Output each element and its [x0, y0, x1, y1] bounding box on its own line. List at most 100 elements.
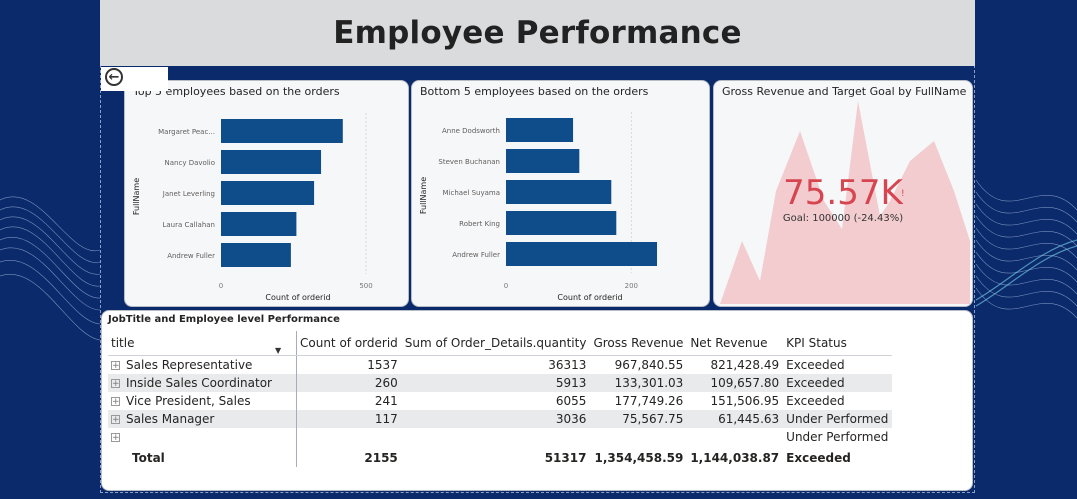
- x-tick-label: 500: [359, 282, 372, 290]
- performance-table-card: JobTitle and Employee level Performance …: [101, 310, 973, 491]
- y-category-label: Laura Callahan: [162, 221, 215, 229]
- column-header-count[interactable]: Count of orderid: [296, 331, 402, 356]
- y-category-label: Janet Leverling: [162, 190, 215, 198]
- y-category-label: Margaret Peac...: [158, 128, 215, 136]
- row-quantity: 3036: [401, 410, 591, 428]
- row-net: 61,445.63: [687, 410, 784, 428]
- bar: [221, 150, 322, 174]
- back-button[interactable]: ←: [101, 67, 168, 91]
- row-kpi: Under Performed: [783, 410, 893, 428]
- kpi-card: Gross Revenue and Target Goal by FullNam…: [713, 80, 973, 307]
- x-tick-label: 0: [219, 282, 223, 290]
- sort-descending-icon[interactable]: ▼: [275, 346, 282, 355]
- page-title: Employee Performance: [333, 15, 742, 51]
- header-bar: Employee Performance: [100, 0, 975, 66]
- kpi-value: 75.57K: [783, 173, 903, 213]
- bottom-chart-title: Bottom 5 employees based on the orders: [420, 85, 649, 98]
- row-net: 109,657.80: [687, 374, 784, 392]
- bar: [221, 181, 315, 205]
- back-arrow-icon: ←: [105, 68, 123, 86]
- x-axis-label: Count of orderid: [265, 293, 330, 302]
- row-count: 1537: [367, 358, 398, 372]
- y-axis-label: FullName: [132, 178, 141, 215]
- row-quantity: [402, 428, 591, 446]
- expand-icon[interactable]: +: [111, 379, 120, 389]
- kpi-indicator: !: [901, 189, 905, 199]
- bar: [221, 243, 291, 267]
- performance-table: title Count of orderid Sum of Order_Deta…: [108, 331, 893, 467]
- row-net: 151,506.95: [710, 394, 780, 408]
- table-row: + Inside Sales Coordinator 260 5913 133,3…: [108, 374, 893, 392]
- table-total-row: Total 2155 51317 1,354,458.59 1,144,038.…: [108, 446, 892, 467]
- row-count: 260: [296, 374, 402, 392]
- row-kpi: Exceeded: [786, 358, 845, 372]
- column-header-title[interactable]: title: [108, 331, 297, 356]
- table-row: + Under Performed: [108, 428, 892, 446]
- row-kpi: Exceeded: [786, 394, 845, 408]
- bar: [506, 180, 612, 204]
- bar: [506, 242, 658, 266]
- row-gross: 133,301.03: [590, 374, 688, 392]
- row-count: [297, 428, 402, 446]
- expand-icon[interactable]: +: [111, 433, 120, 443]
- table-row: + Sales Representative 1537 36313 967,840…: [108, 355, 892, 374]
- bar: [221, 212, 297, 236]
- table-row: + Sales Manager 117 3036 75,567.75 61,445…: [108, 410, 893, 428]
- bar: [221, 119, 343, 143]
- row-gross: 967,840.55: [614, 358, 684, 372]
- y-category-label: Michael Suyama: [443, 189, 500, 197]
- total-kpi: Exceeded: [786, 451, 851, 465]
- row-net: [687, 428, 783, 446]
- kpi-trend-area: [720, 101, 970, 304]
- column-header-gross-revenue[interactable]: Gross Revenue: [590, 331, 688, 356]
- top-employees-chart: 0 500 Margaret Peac... Nancy Davolio Janet L…: [132, 113, 373, 302]
- y-category-label: Anne Dodsworth: [442, 127, 500, 135]
- table-header-row: title Count of orderid Sum of Order_Deta…: [108, 331, 893, 356]
- row-gross: 75,567.75: [590, 410, 688, 428]
- column-header-quantity[interactable]: Sum of Order_Details.quantity: [401, 331, 591, 356]
- total-quantity: 51317: [544, 451, 587, 465]
- table-row: + Vice President, Sales 241 6055 177,749.…: [108, 392, 892, 410]
- row-quantity: 5913: [401, 374, 591, 392]
- row-gross: 177,749.26: [614, 394, 684, 408]
- total-net: 1,144,038.87: [690, 451, 780, 465]
- total-gross: 1,354,458.59: [594, 451, 684, 465]
- expand-icon[interactable]: +: [111, 397, 120, 407]
- top-employees-card: Top 5 employees based on the orders 0 500…: [124, 80, 409, 307]
- row-quantity: 6055: [555, 394, 587, 408]
- row-net: 821,428.49: [710, 358, 780, 372]
- row-title: Sales Manager: [126, 412, 215, 426]
- x-tick-label: 0: [504, 282, 508, 290]
- y-category-label: Steven Buchanan: [438, 158, 500, 166]
- row-gross: [590, 428, 687, 446]
- column-header-kpi-status[interactable]: KPI Status: [783, 331, 893, 356]
- top-chart-title: Top 5 employees based on the orders: [133, 85, 340, 98]
- y-category-label: Robert King: [459, 220, 500, 228]
- total-count: 2155: [364, 451, 398, 465]
- kpi-title: Gross Revenue and Target Goal by FullNam…: [722, 85, 967, 98]
- row-count: 117: [296, 410, 402, 428]
- y-category-label: Andrew Fuller: [167, 252, 215, 260]
- expand-icon[interactable]: +: [111, 415, 120, 425]
- bottom-employees-chart: 0 200 Anne Dodsworth Steven Buchanan Michael…: [419, 112, 658, 302]
- row-kpi: Under Performed: [786, 430, 889, 444]
- table-title: JobTitle and Employee level Performance: [108, 314, 340, 325]
- row-quantity: 36313: [548, 358, 587, 372]
- y-category-label: Andrew Fuller: [452, 251, 500, 259]
- bar: [506, 211, 617, 235]
- column-header-net-revenue[interactable]: Net Revenue: [687, 331, 784, 356]
- kpi-goal: Goal: 100000 (-24.43%): [782, 213, 904, 224]
- row-title: Vice President, Sales: [126, 394, 251, 408]
- row-title: Inside Sales Coordinator: [126, 376, 272, 390]
- row-title: Sales Representative: [126, 358, 253, 372]
- report-canvas: [100, 0, 975, 493]
- bottom-employees-card: Bottom 5 employees based on the orders 0…: [411, 80, 710, 307]
- y-axis-label: FullName: [419, 177, 428, 214]
- expand-icon[interactable]: +: [111, 361, 120, 371]
- row-kpi: Exceeded: [783, 374, 893, 392]
- x-tick-label: 200: [625, 282, 638, 290]
- total-label: Total: [108, 446, 297, 467]
- bar: [506, 118, 574, 142]
- y-category-label: Nancy Davolio: [165, 159, 215, 167]
